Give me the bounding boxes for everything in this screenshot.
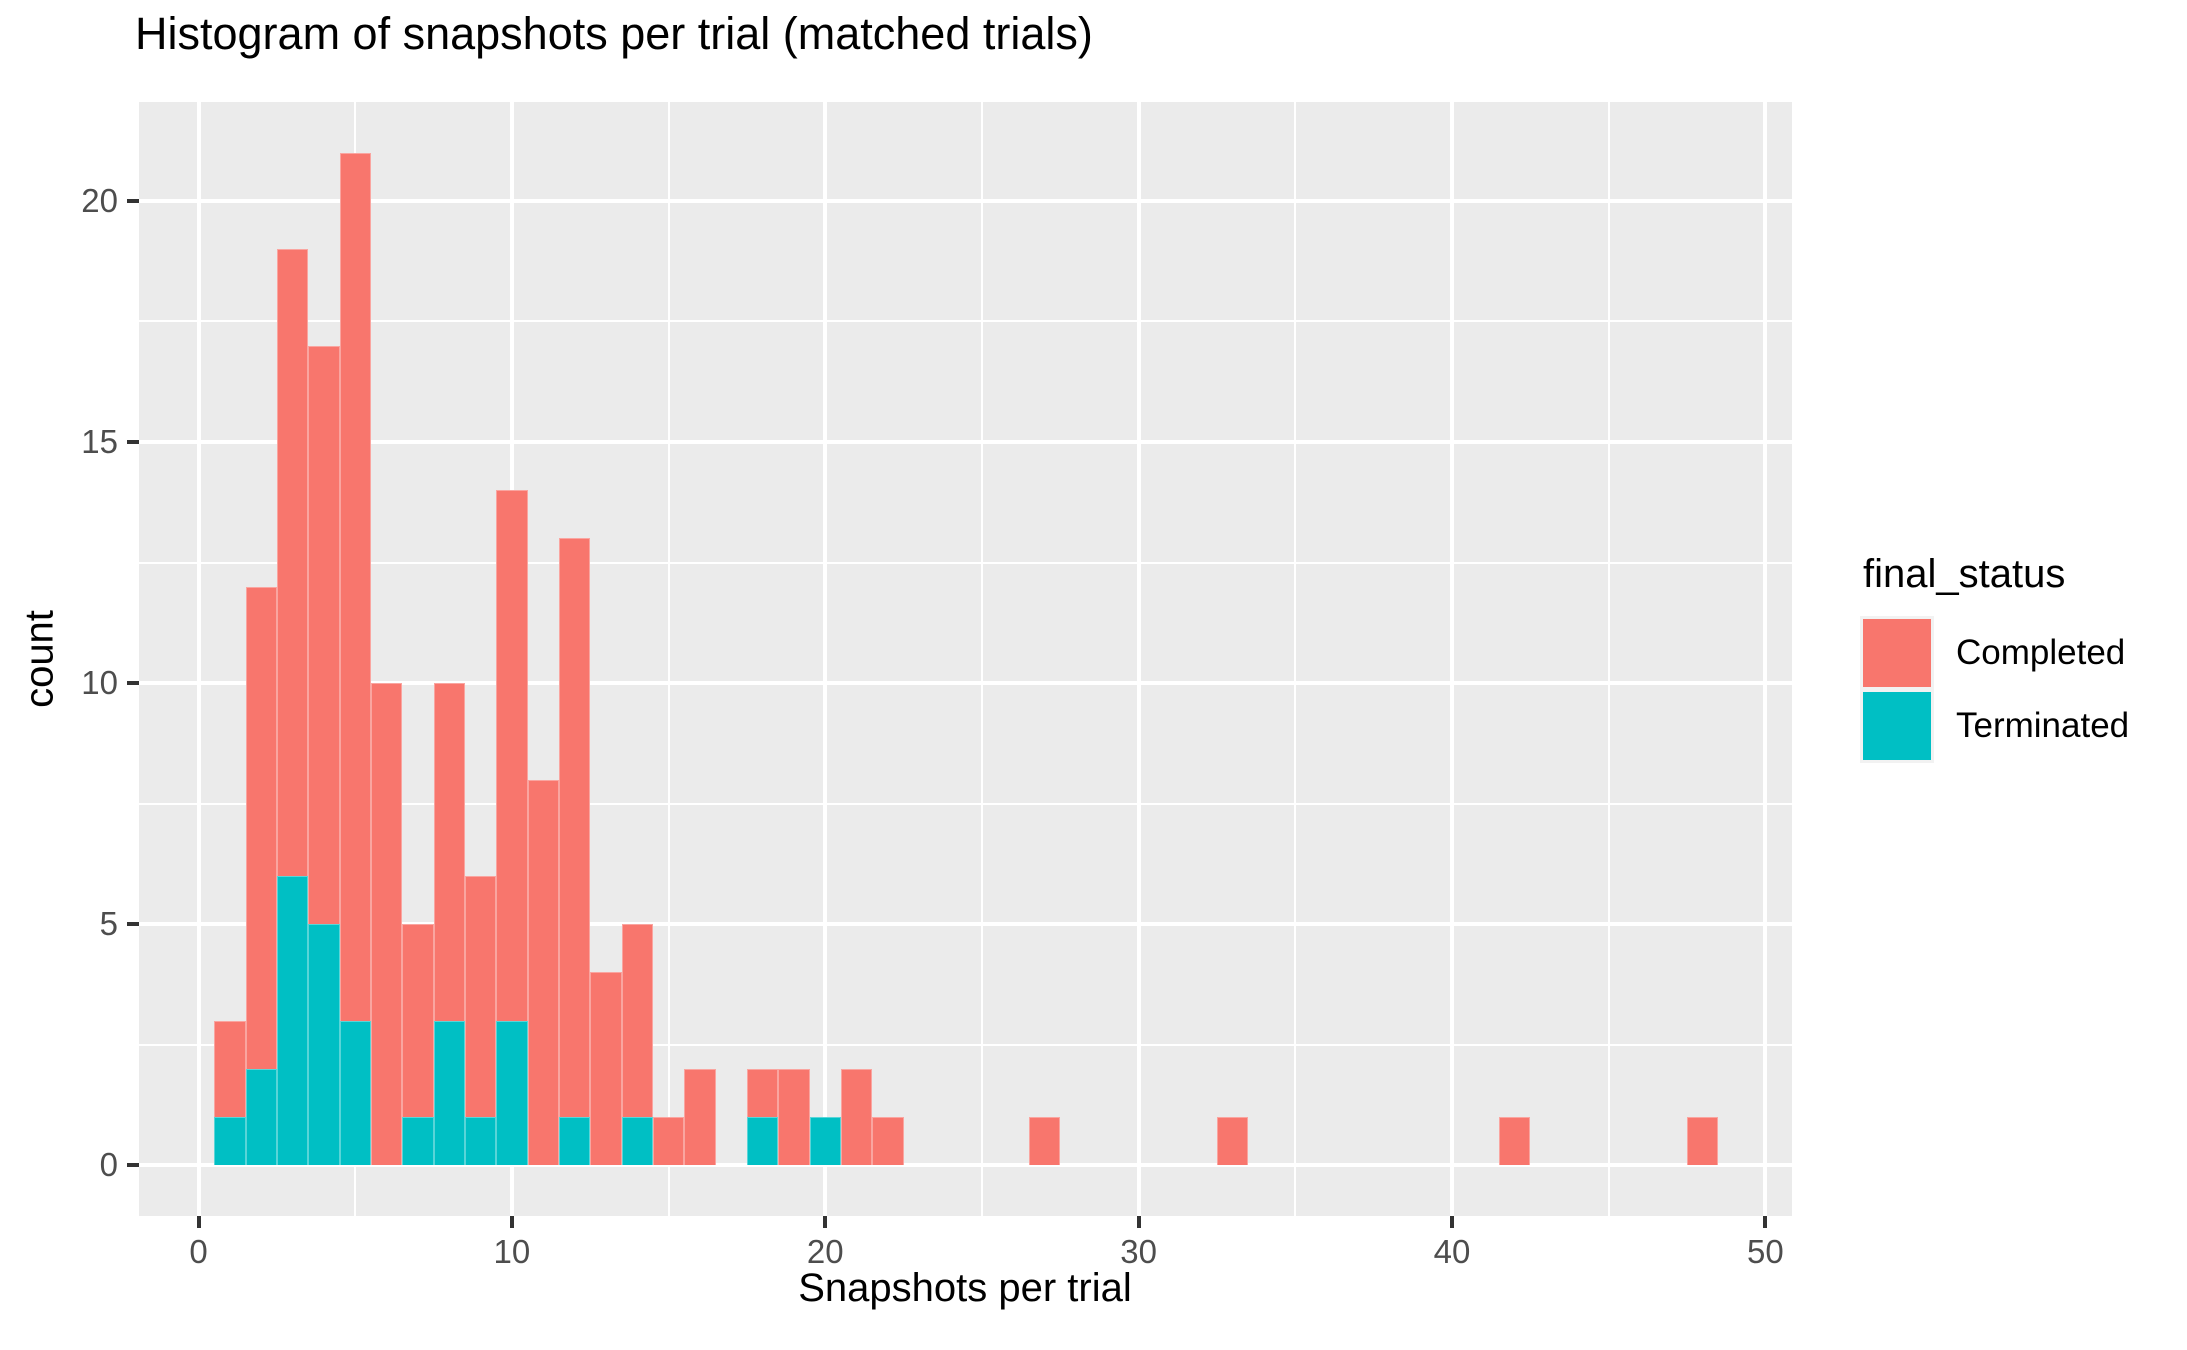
histogram-bar-terminated [809, 1117, 841, 1166]
histogram-bar-terminated [339, 1020, 371, 1166]
histogram-bar-completed [684, 1068, 716, 1166]
histogram-bar-completed [276, 249, 309, 876]
y-tick-mark [127, 681, 139, 686]
x-minor-gridline [1294, 102, 1297, 1216]
histogram-bar-completed [527, 779, 559, 1166]
x-major-gridline [196, 102, 201, 1216]
histogram-bar-completed [370, 683, 403, 1166]
y-tick-label: 20 [81, 181, 118, 219]
histogram-bar-terminated [245, 1068, 277, 1166]
histogram-bar-completed [1499, 1117, 1531, 1166]
histogram-bar-terminated [214, 1117, 246, 1166]
histogram-bar-completed [433, 683, 465, 1021]
histogram-bar-completed [245, 586, 277, 1069]
legend-entry-terminated: Terminated [1863, 692, 2129, 760]
y-tick-label: 10 [81, 664, 118, 702]
histogram-bar-completed [496, 490, 528, 1021]
x-tick-mark [196, 1216, 201, 1228]
legend-label-terminated: Terminated [1956, 706, 2130, 745]
histogram-bar-completed [872, 1117, 904, 1166]
x-tick-mark [1136, 1216, 1141, 1228]
histogram-bar-completed [339, 152, 371, 1021]
x-major-gridline [1136, 102, 1141, 1216]
histogram-bar-terminated [433, 1020, 465, 1166]
histogram-bar-terminated [308, 924, 340, 1166]
histogram-bar-completed [840, 1068, 873, 1166]
y-tick-mark [127, 439, 139, 444]
histogram-bar-terminated [558, 1117, 591, 1166]
y-tick-label: 5 [99, 905, 118, 943]
y-minor-gridline [139, 1043, 1792, 1046]
x-major-gridline [823, 102, 828, 1216]
x-tick-label: 50 [1747, 1233, 1784, 1270]
y-tick-label: 15 [81, 422, 118, 460]
legend-entry-completed: Completed [1863, 619, 2129, 687]
terminated-swatch-icon [1863, 692, 1931, 760]
histogram-bar-completed [558, 538, 591, 1118]
histogram-bar-completed [1687, 1117, 1719, 1166]
histogram-bar-completed [464, 876, 497, 1118]
legend: final_status Completed Terminated [1863, 551, 2129, 765]
y-minor-gridline [139, 561, 1792, 564]
y-major-gridline [139, 922, 1792, 927]
histogram-bar-completed [308, 345, 340, 925]
x-axis-title: Snapshots per trial [798, 1266, 1132, 1310]
histogram-bar-completed [746, 1068, 779, 1118]
histogram-bar-terminated [402, 1117, 434, 1166]
y-minor-gridline [139, 320, 1792, 323]
histogram-bar-completed [590, 972, 622, 1166]
y-tick-mark [127, 198, 139, 203]
x-tick-mark [509, 1216, 514, 1228]
histogram-bar-terminated [621, 1117, 653, 1166]
y-major-gridline [139, 439, 1792, 444]
histogram-bar-terminated [746, 1117, 779, 1166]
y-minor-gridline [139, 802, 1792, 805]
histogram-bar-completed [214, 1020, 246, 1118]
histogram-bar-completed [402, 924, 434, 1118]
x-minor-gridline [667, 102, 670, 1216]
x-major-gridline [1763, 102, 1768, 1216]
x-tick-mark [1449, 1216, 1454, 1228]
x-minor-gridline [1607, 102, 1610, 1216]
x-major-gridline [1449, 102, 1454, 1216]
histogram-bar-terminated [496, 1020, 528, 1166]
y-tick-mark [127, 922, 139, 927]
x-tick-mark [1763, 1216, 1768, 1228]
histogram-bar-terminated [464, 1117, 497, 1166]
x-tick-mark [823, 1216, 828, 1228]
y-major-gridline [139, 198, 1792, 203]
plot-title: Histogram of snapshots per trial (matche… [135, 8, 1093, 59]
x-tick-label: 30 [1120, 1233, 1157, 1270]
legend-label-completed: Completed [1956, 633, 2126, 672]
x-tick-label: 0 [189, 1233, 208, 1270]
x-minor-gridline [980, 102, 983, 1216]
y-tick-label: 0 [99, 1146, 118, 1184]
x-tick-label: 10 [493, 1233, 531, 1270]
plot-panel [139, 102, 1792, 1216]
completed-swatch-icon [1863, 619, 1931, 687]
y-major-gridline [139, 1163, 1792, 1168]
histogram-bar-completed [1216, 1117, 1249, 1166]
x-tick-label: 20 [806, 1233, 844, 1270]
histogram-bar-completed [652, 1117, 685, 1166]
histogram-bar-terminated [276, 876, 309, 1166]
histogram-bar-completed [1028, 1117, 1061, 1166]
histogram-bar-completed [621, 924, 653, 1118]
y-axis-title: count [17, 610, 62, 708]
y-tick-mark [127, 1163, 139, 1168]
y-major-gridline [139, 681, 1792, 686]
x-tick-label: 40 [1433, 1233, 1471, 1270]
histogram-bar-completed [778, 1068, 810, 1166]
legend-title: final_status [1863, 552, 2066, 596]
